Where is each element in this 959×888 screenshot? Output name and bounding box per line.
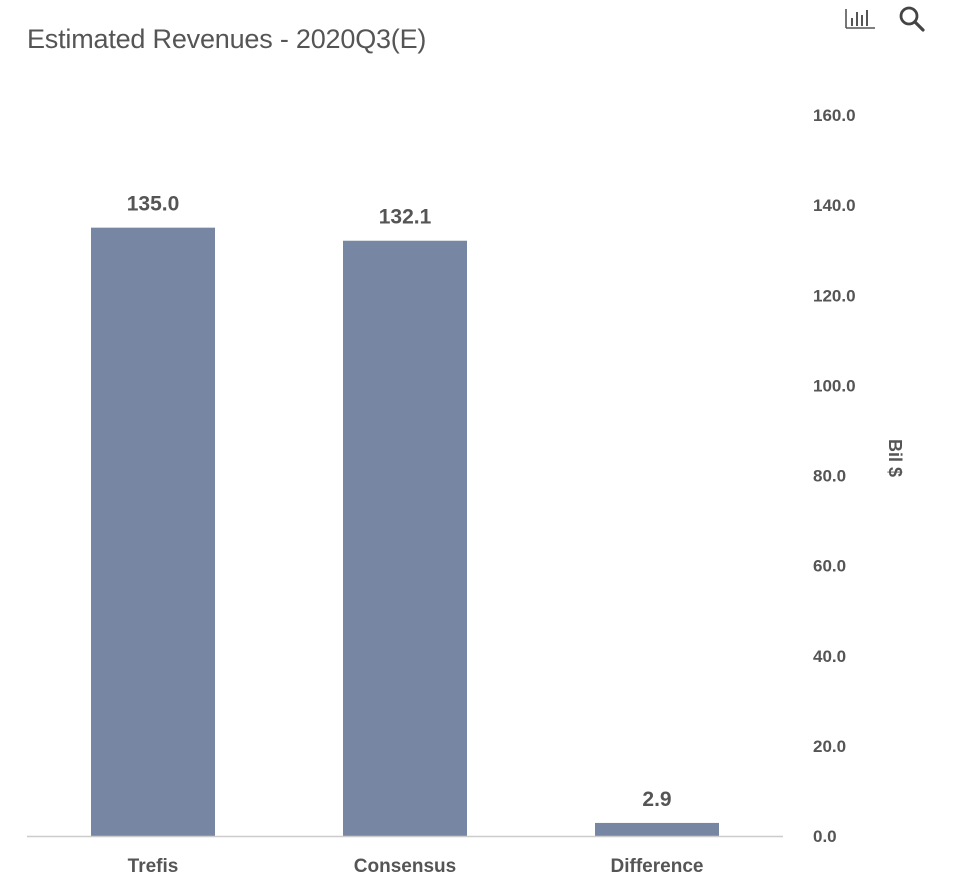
- bars: [91, 227, 719, 837]
- y-tick-label: 80.0: [813, 467, 846, 486]
- x-tick-label: Consensus: [354, 856, 456, 877]
- y-tick-labels: 0.0 20.0 40.0 60.0 80.0 100.0 120.0 140.0 160.0: [813, 106, 856, 846]
- search-button[interactable]: [895, 4, 929, 34]
- chart-title: Estimated Revenues - 2020Q3(E): [27, 24, 427, 54]
- y-tick-label: 40.0: [813, 647, 846, 666]
- x-tick-labels: Trefis Consensus Difference: [128, 856, 704, 877]
- data-label: 132.1: [379, 206, 432, 229]
- data-labels: 135.0 132.1 2.9: [127, 193, 672, 811]
- data-label: 135.0: [127, 193, 180, 216]
- bar-trefis[interactable]: [91, 227, 215, 836]
- chart-type-button[interactable]: [843, 4, 877, 34]
- bar-consensus[interactable]: [343, 240, 467, 837]
- y-tick-label: 60.0: [813, 557, 846, 576]
- x-tick-label: Difference: [611, 856, 704, 877]
- y-tick-label: 20.0: [813, 737, 846, 756]
- x-tick-label: Trefis: [128, 856, 179, 877]
- chart-toolbar: [843, 4, 929, 34]
- y-tick-label: 120.0: [813, 286, 856, 305]
- y-tick-label: 0.0: [813, 827, 837, 846]
- y-tick-label: 100.0: [813, 376, 856, 395]
- y-tick-label: 160.0: [813, 106, 856, 125]
- y-axis-label: Bil $: [885, 439, 905, 477]
- data-label: 2.9: [642, 788, 671, 811]
- search-icon: [899, 6, 925, 32]
- y-tick-label: 140.0: [813, 196, 856, 215]
- bar-difference[interactable]: [595, 822, 719, 836]
- bar-chart-icon: [845, 9, 875, 29]
